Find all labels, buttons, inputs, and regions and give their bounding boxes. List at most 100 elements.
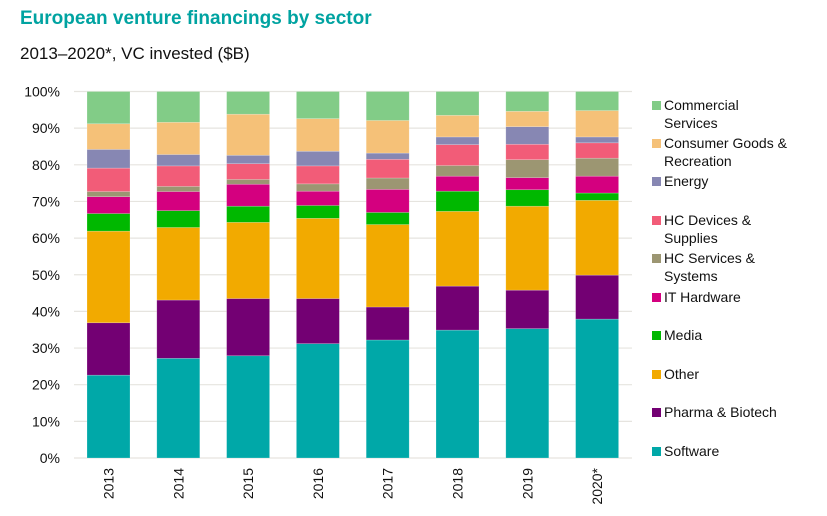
- bar-segment-other: [505, 205, 550, 291]
- y-tick-label: 60%: [32, 230, 60, 246]
- legend-label-line: HC Services &: [664, 250, 756, 266]
- legend-label: Commercial Services: [664, 96, 824, 132]
- bar-segment-other: [296, 218, 340, 299]
- x-tick-label: 2013: [101, 468, 117, 499]
- bar-segment-media: [435, 190, 480, 212]
- legend-label-line: Recreation: [664, 153, 732, 169]
- legend-swatch: [652, 370, 661, 379]
- bar-segment-consumer-goods-recreation: [86, 123, 131, 150]
- bar-2015: [226, 91, 270, 459]
- x-tick-label: 2015: [240, 468, 256, 499]
- bar-segment-pharma-biotech: [156, 299, 201, 359]
- bar-segment-hc-devices-supplies: [435, 144, 480, 166]
- bar-segment-consumer-goods-recreation: [365, 120, 410, 154]
- bar-segment-software: [575, 318, 619, 459]
- bar-segment-other: [226, 222, 270, 299]
- bar-segment-media: [575, 192, 619, 201]
- bar-segment-other: [435, 211, 480, 287]
- bar-segment-energy: [575, 136, 619, 144]
- legend-swatch: [652, 139, 661, 148]
- legend-item: Commercial Services: [652, 96, 824, 132]
- bar-segment-software: [365, 339, 410, 459]
- legend-label-line: Pharma & Biotech: [664, 404, 777, 420]
- chart-title: European venture financings by sector: [20, 8, 372, 29]
- x-tick-label: 2017: [380, 468, 396, 499]
- y-tick-label: 0%: [40, 450, 60, 466]
- legend-label-line: Consumer Goods &: [664, 135, 787, 151]
- legend-item: Software: [652, 442, 824, 460]
- bar-2019: [505, 91, 550, 459]
- bar-segment-energy: [226, 154, 270, 165]
- legend-item: HC Devices & Supplies: [652, 211, 824, 247]
- bar-segment-other: [86, 230, 131, 324]
- bar-segment-pharma-biotech: [435, 285, 480, 331]
- bar-segment-media: [226, 205, 270, 223]
- bar-segment-commercial-services: [156, 91, 201, 123]
- bar-segment-energy: [296, 150, 340, 167]
- bar-segment-hc-devices-supplies: [296, 165, 340, 185]
- x-tick-label: 2019: [519, 468, 535, 499]
- bar-segment-it-hardware: [156, 191, 201, 211]
- legend-item: IT Hardware: [652, 288, 824, 306]
- bar-segment-pharma-biotech: [365, 306, 410, 341]
- bar-segment-pharma-biotech: [505, 289, 550, 329]
- legend-swatch: [652, 331, 661, 340]
- legend-item: Other: [652, 365, 824, 383]
- legend-label-line: Services: [664, 115, 718, 131]
- bar-segment-hc-devices-supplies: [156, 165, 201, 187]
- legend-label: Pharma & Biotech: [664, 403, 824, 421]
- bar-segment-it-hardware: [296, 190, 340, 206]
- bar-segment-consumer-goods-recreation: [435, 115, 480, 138]
- bar-segment-commercial-services: [226, 91, 270, 115]
- legend-label: Energy: [664, 172, 824, 190]
- legend-item: Media: [652, 326, 824, 344]
- bar-segment-hc-devices-supplies: [86, 167, 131, 192]
- y-tick-label: 40%: [32, 303, 60, 319]
- x-tick-label: 2014: [170, 468, 186, 499]
- bar-segment-software: [505, 328, 550, 459]
- bar-segment-energy: [156, 154, 201, 167]
- bar-segment-hc-services-systems: [156, 186, 201, 192]
- bar-segment-pharma-biotech: [86, 322, 131, 376]
- bar-segment-consumer-goods-recreation: [156, 121, 201, 155]
- legend-label: HC Services & Systems: [664, 249, 824, 285]
- legend-swatch: [652, 293, 661, 302]
- legend-label: HC Devices & Supplies: [664, 211, 824, 247]
- bar-2014: [156, 91, 201, 459]
- bar-segment-pharma-biotech: [575, 274, 619, 320]
- bar-2013: [86, 91, 131, 459]
- bar-segment-hc-devices-supplies: [505, 143, 550, 160]
- legend-label: Media: [664, 326, 824, 344]
- bar-segment-media: [505, 189, 550, 207]
- y-tick-label: 70%: [32, 193, 60, 209]
- bar-segment-it-hardware: [575, 175, 619, 194]
- bar-segment-consumer-goods-recreation: [575, 110, 619, 138]
- x-tick-label: 2020*: [589, 467, 605, 504]
- bar-segment-other: [365, 224, 410, 308]
- x-axis: 2013 2014 2015 2016 2017 2018 2019 2020*: [101, 467, 606, 504]
- y-tick-label: 80%: [32, 157, 60, 173]
- legend-label: Other: [664, 365, 824, 383]
- bar-segment-media: [296, 205, 340, 219]
- bar-segment-hc-devices-supplies: [365, 159, 410, 179]
- legend-label-line: Supplies: [664, 230, 718, 246]
- bar-segment-it-hardware: [505, 177, 550, 191]
- bar-segment-software: [435, 329, 480, 459]
- legend-swatch: [652, 216, 661, 225]
- bar-segment-pharma-biotech: [296, 298, 340, 344]
- bars: [86, 91, 619, 459]
- legend-label-line: HC Devices &: [664, 212, 752, 228]
- bar-segment-hc-devices-supplies: [575, 142, 619, 159]
- bar-segment-commercial-services: [575, 91, 619, 111]
- legend-label-line: Software: [664, 443, 720, 459]
- stacked-bar-chart: 0%10%20%30%40%50%60%70%80%90%100% 2013 20…: [24, 84, 632, 505]
- bar-segment-pharma-biotech: [226, 298, 270, 357]
- bar-segment-hc-services-systems: [226, 179, 270, 185]
- bar-2016: [296, 91, 340, 459]
- bar-segment-consumer-goods-recreation: [505, 110, 550, 127]
- bar-segment-it-hardware: [226, 183, 270, 207]
- bar-segment-it-hardware: [86, 196, 131, 214]
- legend-label: Software: [664, 442, 824, 460]
- bar-segment-energy: [365, 152, 410, 160]
- bar-segment-commercial-services: [296, 91, 340, 119]
